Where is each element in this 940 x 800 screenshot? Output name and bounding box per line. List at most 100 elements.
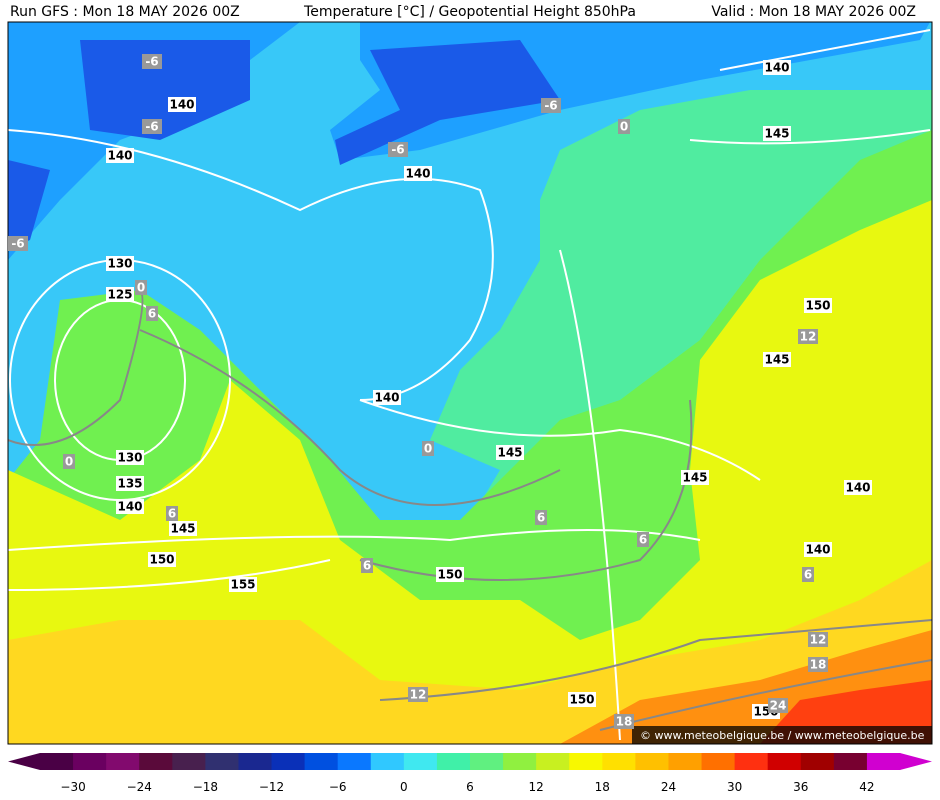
label-text: 140 xyxy=(805,543,830,557)
label-box xyxy=(116,450,144,465)
colorbar-segment xyxy=(370,753,405,770)
label-box xyxy=(106,148,134,163)
height-label: 140 xyxy=(106,148,134,163)
label-box xyxy=(116,499,144,514)
temperature-label: 0 xyxy=(618,119,630,134)
colorbar-segment xyxy=(271,753,306,770)
label-text: 12 xyxy=(410,688,427,702)
height-label: 135 xyxy=(116,476,144,491)
map-title: Temperature [°C] / Geopotential Height 8… xyxy=(303,4,636,20)
colorbar-label: −12 xyxy=(259,780,284,794)
label-text: 24 xyxy=(770,699,787,713)
temperature-label: -6 xyxy=(388,142,408,157)
label-text: 150 xyxy=(437,568,462,582)
label-box xyxy=(618,119,630,134)
colorbar-segment xyxy=(205,753,239,770)
label-text: 140 xyxy=(107,149,132,163)
label-box xyxy=(148,552,176,567)
colorbar-segment xyxy=(139,753,173,770)
colorbar-label: 36 xyxy=(793,780,808,794)
label-text: 130 xyxy=(107,257,132,271)
height-label: 140 xyxy=(168,97,196,112)
label-text: 0 xyxy=(424,442,432,456)
colorbar-segment xyxy=(337,753,372,770)
colorbar-segment xyxy=(436,753,471,770)
label-box xyxy=(763,352,791,367)
credit: © www.meteobelgique.be / www.meteobelgiq… xyxy=(640,729,925,742)
label-box xyxy=(808,657,828,672)
height-label: 140 xyxy=(763,60,791,75)
warmer-area xyxy=(8,200,932,744)
colorbar-label: −18 xyxy=(193,780,218,794)
label-box xyxy=(146,306,158,321)
label-box xyxy=(8,236,28,251)
temperature-label: 0 xyxy=(422,441,434,456)
height-label: 145 xyxy=(681,470,709,485)
label-box xyxy=(106,256,134,271)
colorbar-label: 18 xyxy=(595,780,610,794)
label-text: 18 xyxy=(616,715,633,729)
label-text: 145 xyxy=(497,446,522,460)
label-text: 0 xyxy=(65,455,73,469)
label-box xyxy=(63,454,75,469)
label-box xyxy=(804,542,832,557)
temperature-label: -6 xyxy=(142,54,162,69)
temperature-label: 18 xyxy=(808,657,828,672)
isotherm xyxy=(139,329,561,506)
label-text: 6 xyxy=(639,533,647,547)
label-box xyxy=(804,298,832,313)
very-cold-area xyxy=(8,160,50,250)
temperature-label: 6 xyxy=(637,532,649,547)
height-label: 145 xyxy=(169,521,197,536)
temperature-label: 12 xyxy=(798,329,818,344)
colorbar: −30 −24 −18 −12 −6 0 6 12 18 24 30 36 42 xyxy=(8,753,932,794)
label-box xyxy=(142,54,162,69)
colorbar-segment xyxy=(106,753,140,770)
colorbar-segment xyxy=(238,753,273,770)
label-box xyxy=(116,476,144,491)
temperature-label: 0 xyxy=(135,280,147,295)
map-frame xyxy=(7,21,933,745)
label-text: 0 xyxy=(137,281,145,295)
colorbar-segment xyxy=(172,753,206,770)
colorbar-segment xyxy=(800,753,835,770)
label-box xyxy=(763,60,791,75)
label-box xyxy=(229,577,257,592)
label-box xyxy=(436,567,464,582)
temperature-label: 6 xyxy=(166,506,178,521)
map: © www.meteobelgique.be / www.meteobelgiq… xyxy=(7,21,933,745)
colorbar-segment xyxy=(833,753,868,770)
label-text: 145 xyxy=(764,353,789,367)
colorbar-label: −6 xyxy=(329,780,347,794)
height-label: 140 xyxy=(844,480,872,495)
label-box xyxy=(763,126,791,141)
height-label: 150 xyxy=(148,552,176,567)
label-text: 140 xyxy=(405,167,430,181)
height-label: 125 xyxy=(106,287,134,302)
very-cold-area xyxy=(80,40,250,140)
label-text: 130 xyxy=(117,451,142,465)
colorbar-arrow xyxy=(8,753,40,770)
height-label: 150 xyxy=(436,567,464,582)
isoheight xyxy=(719,29,931,71)
label-box xyxy=(135,280,147,295)
temperature-label: -6 xyxy=(8,236,28,251)
temperature-label: 24 xyxy=(768,698,788,713)
colorbar-segment xyxy=(569,753,603,770)
isoheight xyxy=(8,559,331,591)
temperature-label: -6 xyxy=(541,98,561,113)
label-box xyxy=(844,480,872,495)
label-box xyxy=(637,532,649,547)
valid-label: Valid : Mon 18 MAY 2026 00Z xyxy=(711,4,916,20)
label-box xyxy=(808,632,828,647)
label-text: 140 xyxy=(169,98,194,112)
isoheight xyxy=(559,249,621,741)
temperature-label: 12 xyxy=(808,632,828,647)
height-label: 140 xyxy=(804,542,832,557)
colorbar-segment xyxy=(701,753,736,770)
height-label: 145 xyxy=(763,352,791,367)
very-cold-area xyxy=(335,40,560,165)
label-text: 135 xyxy=(117,477,142,491)
height-label: 155 xyxy=(229,577,257,592)
